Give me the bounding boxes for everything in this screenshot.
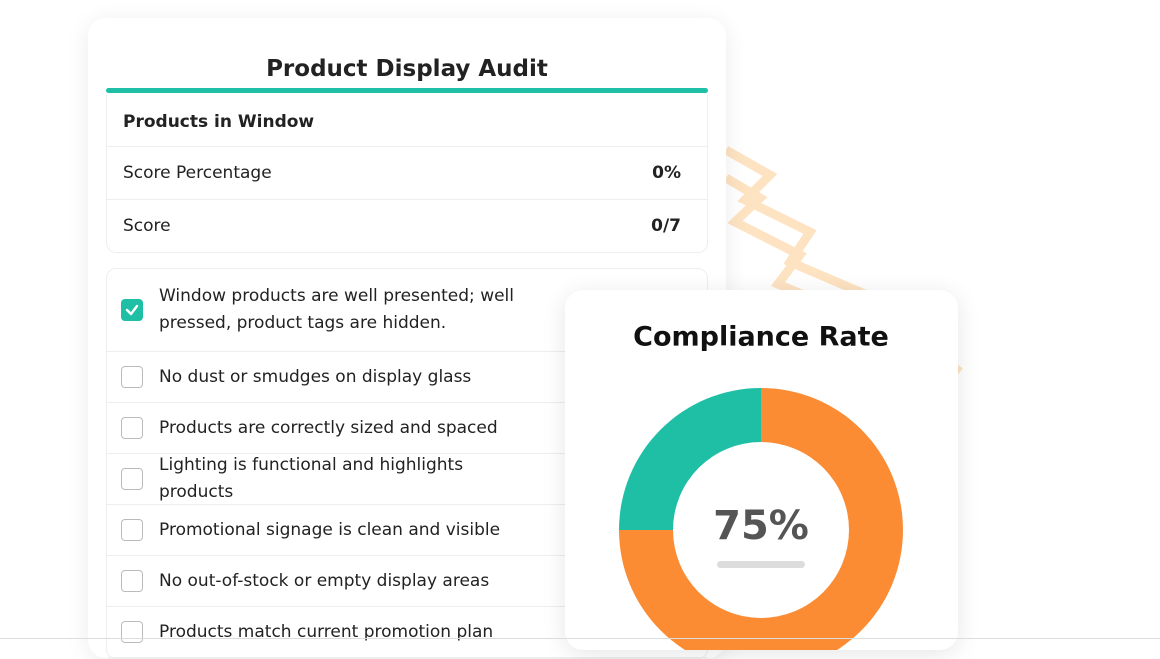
center-underline (717, 561, 805, 568)
item-text: Window products are well presented; well… (159, 286, 514, 333)
compliance-card: Compliance Rate 75% (565, 290, 958, 650)
item-text: Products are correctly sized and spaced (159, 417, 498, 438)
checklist-item: Products are correctly sized and spaced (107, 403, 707, 454)
row-label: Score Percentage (123, 163, 272, 183)
donut-segment (619, 388, 903, 650)
checklist-item: Lighting is functional and highlights pr… (107, 454, 707, 505)
chart-title: Compliance Rate (633, 322, 889, 353)
center-label: 75% (713, 503, 809, 549)
checklist-item: No out-of-stock or empty display areas (107, 556, 707, 607)
checkbox[interactable] (121, 570, 143, 592)
section-title: Products in Window (107, 95, 707, 147)
score-row: Score 0/7 (107, 200, 707, 252)
checklist-item: Promotional signage is clean and visible (107, 505, 707, 556)
checkbox[interactable] (121, 366, 143, 388)
audit-title: Product Display Audit (266, 56, 548, 82)
checklist-item: Window products are well presented; well… (107, 269, 707, 352)
divider (0, 638, 1160, 639)
accent-bar (106, 88, 708, 93)
item-text: No out-of-stock or empty display areas (159, 570, 490, 591)
checkbox[interactable] (121, 417, 143, 439)
item-text: Promotional signage is clean and visible (159, 519, 501, 540)
row-label: Score (123, 216, 171, 236)
item-text: Lighting is functional and highlights pr… (159, 455, 464, 502)
item-text: No dust or smudges on display glass (159, 366, 472, 387)
score-section: Products in Window Score Percentage 0% Sc… (106, 95, 708, 253)
check-icon (125, 304, 139, 316)
donut-chart: Compliance Rate 75% (619, 322, 903, 650)
row-value: 0% (652, 163, 681, 183)
checkbox[interactable] (121, 468, 143, 490)
score-row: Score Percentage 0% (107, 147, 707, 200)
page: Product Display Audit Products in Window… (0, 56, 1160, 659)
checkbox[interactable] (121, 519, 143, 541)
item-text: Products match current promotion plan (159, 621, 494, 642)
checklist: Window products are well presented; well… (106, 268, 708, 659)
checklist-item: No dust or smudges on display glass (107, 352, 707, 403)
row-value: 0/7 (651, 216, 681, 236)
checkbox[interactable] (121, 621, 143, 643)
donut-segment (619, 388, 761, 530)
checkbox[interactable] (121, 299, 143, 321)
